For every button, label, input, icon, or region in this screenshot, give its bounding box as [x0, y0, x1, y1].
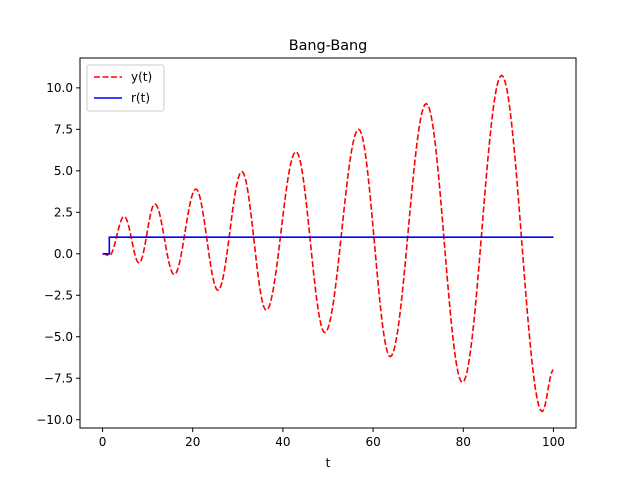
x-tick-label: 60: [365, 435, 380, 449]
x-tick-label: 100: [542, 435, 565, 449]
y-tick-label: 7.5: [54, 123, 73, 137]
y-tick-label: 5.0: [54, 164, 73, 178]
x-tick-label: 20: [185, 435, 200, 449]
legend-frame: [86, 64, 165, 112]
legend-label-r: r(t): [131, 91, 150, 105]
y-tick-label: −2.5: [44, 288, 73, 302]
x-axis: 0 20 40 60 80 100: [99, 428, 565, 449]
y-tick-label: −5.0: [44, 330, 73, 344]
legend: y(t) r(t): [86, 64, 165, 112]
y-axis: −10.0 −7.5 −5.0 −2.5 0.0 2.5 5.0 7.5 10.0: [36, 81, 80, 427]
legend-label-y: y(t): [131, 70, 152, 84]
x-tick-label: 40: [275, 435, 290, 449]
y-tick-label: 0.0: [54, 247, 73, 261]
x-tick-label: 0: [99, 435, 107, 449]
chart-title: Bang-Bang: [289, 38, 368, 54]
y-tick-label: −7.5: [44, 371, 73, 385]
y-tick-label: 10.0: [46, 81, 73, 95]
series-layer: [102, 74, 554, 413]
y-tick-label: −10.0: [36, 413, 73, 427]
x-tick-label: 80: [456, 435, 471, 449]
x-axis-label: t: [326, 456, 331, 470]
plot-frame: [79, 57, 577, 429]
series-r-line: [102, 236, 554, 255]
y-tick-label: 2.5: [54, 206, 73, 220]
